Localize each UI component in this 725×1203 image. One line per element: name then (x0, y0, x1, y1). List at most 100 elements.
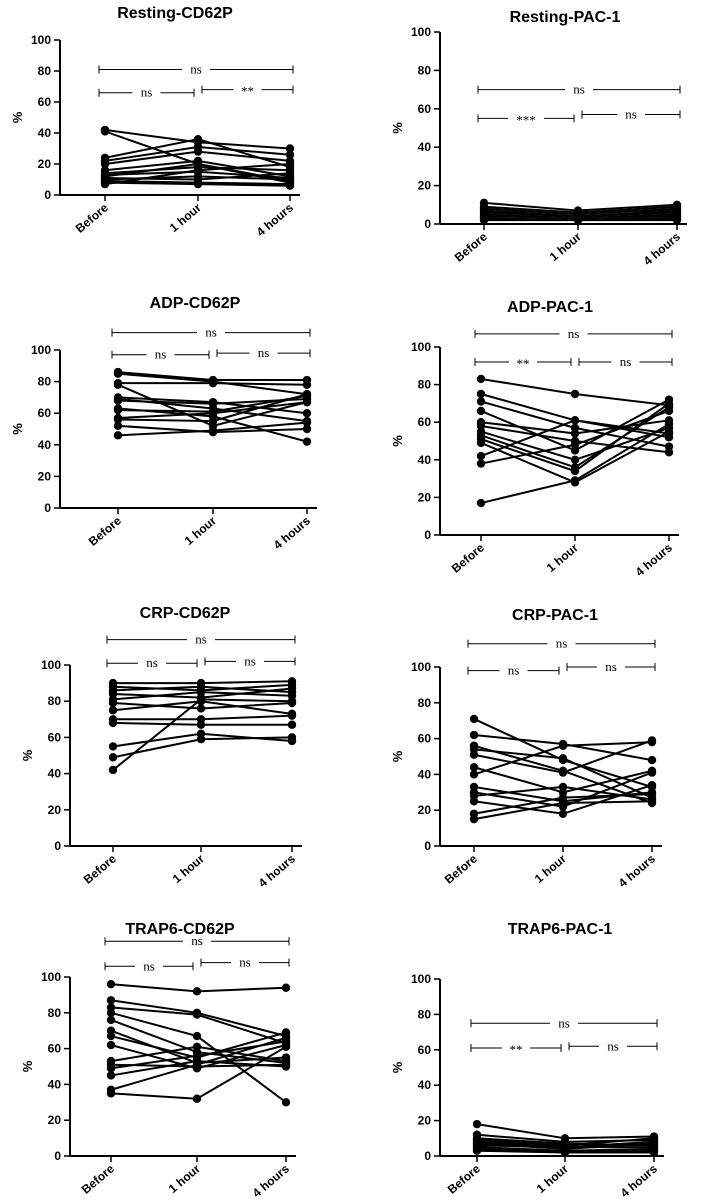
data-point (113, 405, 123, 415)
data-point (476, 406, 486, 416)
significance-label: ** (510, 1042, 523, 1057)
panel-5: CRP-CD62P 0 20 40 60 80 100% Before 1 hour 4 hour… (20, 605, 302, 890)
data-point (476, 374, 486, 384)
y-tick-label: 0 (424, 1149, 431, 1163)
data-point (106, 1031, 116, 1041)
y-tick-label: 0 (424, 217, 431, 231)
y-tick-label: 20 (418, 490, 432, 504)
data-point (570, 389, 580, 399)
y-tick-label: 40 (38, 126, 52, 140)
y-tick-label: 100 (411, 972, 431, 986)
significance-label: ns (605, 659, 617, 674)
x-tick-label: 1 hour (544, 540, 581, 575)
y-tick-label: 20 (418, 803, 432, 817)
data-point (472, 1146, 482, 1155)
data-point (281, 983, 291, 992)
y-tick-label: 40 (38, 438, 52, 452)
data-point (469, 814, 479, 824)
panel-4: ADP-PAC-1 0 20 40 60 80 100% Before 1 hour 4 hour… (390, 299, 679, 579)
data-point (108, 718, 118, 728)
significance-bracket: ns (581, 107, 681, 122)
significance-bracket: ns (568, 1038, 658, 1053)
data-point (193, 159, 203, 169)
x-tick-label: 1 hour (166, 1161, 203, 1196)
significance-label: ns (607, 1038, 619, 1053)
y-tick-label: 100 (31, 33, 51, 47)
y-tick-label: 80 (38, 64, 52, 78)
y-tick-label: 20 (418, 1114, 432, 1128)
y-tick-label: 80 (48, 694, 62, 708)
x-tick-label: 4 hours (250, 1161, 292, 1200)
data-point (476, 389, 486, 399)
x-tick-label: Before (445, 1161, 483, 1196)
data-point (287, 711, 297, 720)
data-point (469, 763, 479, 772)
significance-bracket: ns (470, 1015, 658, 1030)
data-point (285, 150, 295, 159)
significance-bracket: ** (474, 356, 572, 371)
y-axis-label: % (20, 1060, 35, 1072)
data-point (558, 782, 568, 792)
data-point (285, 169, 295, 178)
data-point (192, 987, 202, 996)
y-tick-label: 80 (418, 696, 432, 710)
data-point (106, 1071, 116, 1080)
y-tick-label: 40 (418, 1078, 432, 1092)
significance-label: ns (625, 107, 637, 122)
significance-label: ns (573, 82, 585, 97)
x-tick-label: 1 hour (547, 229, 584, 264)
data-point (196, 704, 206, 713)
y-tick-label: 20 (38, 469, 52, 483)
y-tick-label: 60 (38, 406, 52, 420)
significance-bracket: *** (477, 112, 575, 127)
data-point (570, 466, 580, 476)
data-point (193, 179, 203, 189)
significance-label: ns (244, 653, 256, 668)
x-tick-label: Before (81, 851, 119, 886)
significance-label: ns (258, 345, 270, 360)
y-tick-label: 60 (38, 95, 52, 109)
data-point (106, 1040, 116, 1050)
data-point (302, 397, 312, 407)
significance-label: ns (508, 663, 520, 678)
data-point (285, 181, 295, 190)
y-tick-label: 0 (424, 528, 431, 542)
data-point (100, 127, 110, 136)
data-point (281, 1098, 291, 1107)
significance-label: ** (517, 356, 530, 371)
data-point (287, 733, 297, 742)
significance-bracket: ns (111, 325, 311, 340)
data-point (192, 1094, 202, 1103)
y-tick-label: 60 (418, 102, 432, 116)
y-tick-label: 0 (54, 839, 61, 853)
y-tick-label: 100 (41, 658, 61, 672)
data-point (302, 418, 312, 427)
data-point (192, 1042, 202, 1052)
data-point (649, 1148, 659, 1157)
x-tick-label: Before (79, 1161, 117, 1196)
data-point (672, 215, 682, 225)
significance-label: ns (141, 85, 153, 100)
significance-bracket: ns (578, 354, 673, 369)
data-point (196, 735, 206, 744)
data-point (108, 706, 118, 715)
data-point (302, 437, 312, 446)
data-point (108, 698, 118, 708)
significance-label: ns (620, 354, 632, 369)
data-point (664, 448, 674, 457)
panel-title: CRP-PAC-1 (512, 607, 598, 624)
y-tick-label: 40 (48, 767, 62, 781)
significance-bracket: ** (470, 1042, 562, 1057)
significance-bracket: ns (98, 61, 294, 76)
data-point (472, 1119, 482, 1129)
data-point (469, 797, 479, 806)
y-tick-label: 20 (48, 1113, 62, 1127)
significance-bracket: ns (106, 655, 198, 670)
y-tick-label: 60 (418, 415, 432, 429)
y-tick-label: 0 (44, 501, 51, 515)
panel-title: CRP-CD62P (140, 605, 231, 622)
panel-6: CRP-PAC-1 0 20 40 60 80 100% Before 1 hour 4 hour… (390, 607, 662, 890)
y-tick-label: 60 (48, 730, 62, 744)
x-tick-label: 4 hours (616, 851, 658, 890)
